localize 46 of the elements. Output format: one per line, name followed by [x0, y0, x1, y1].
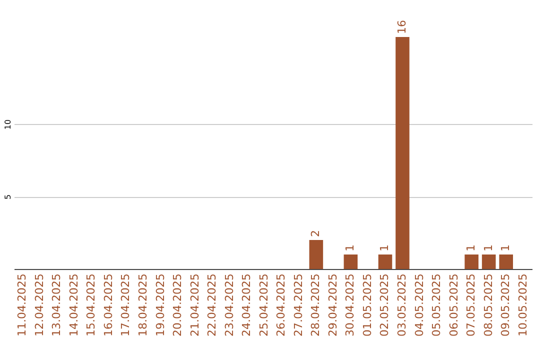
x-tick-label: 28.04.2025	[309, 274, 322, 336]
x-tick-label: 26.04.2025	[274, 274, 288, 336]
x-tick-label: 25.04.2025	[257, 274, 270, 336]
bar	[309, 240, 324, 269]
x-tick-label: 07.05.2025	[464, 274, 478, 336]
x-tick-label: 19.04.2025	[154, 274, 167, 336]
x-tick-label: 20.04.2025	[171, 274, 184, 336]
x-tick-label: 17.04.2025	[119, 274, 132, 336]
x-tick-label: 09.05.2025	[499, 274, 512, 336]
bar	[482, 254, 496, 269]
x-tick-label: 30.04.2025	[344, 274, 357, 336]
data-label: 1	[499, 244, 512, 252]
x-tick-label: 02.05.2025	[378, 274, 392, 336]
x-tick-label: 23.04.2025	[222, 274, 236, 336]
x-tick-label: 06.05.2025	[447, 274, 460, 336]
x-tick-label: 22.04.2025	[206, 274, 219, 336]
bar	[344, 254, 358, 269]
x-tick-label: 13.04.2025	[50, 274, 64, 336]
data-label: 1	[464, 244, 478, 252]
x-tick-label: 21.04.2025	[188, 274, 202, 336]
x-tick-label: 10.05.2025	[516, 274, 530, 336]
x-tick-label: 14.04.2025	[67, 274, 80, 336]
data-label: 16	[396, 20, 408, 34]
data-label: 1	[378, 244, 392, 252]
x-tick-label: 04.05.2025	[412, 274, 426, 336]
data-label: 2	[309, 230, 322, 237]
y-tick-label: 5	[4, 194, 12, 200]
bar	[396, 37, 410, 269]
bar	[499, 254, 514, 269]
x-tick-label: 08.05.2025	[482, 274, 495, 336]
bar	[464, 254, 478, 269]
x-tick-label: 15.04.2025	[84, 274, 98, 336]
x-tick-label: 11.04.2025	[16, 274, 29, 336]
x-tick-label: 29.04.2025	[326, 274, 340, 336]
y-tick-label: 10	[4, 119, 12, 130]
x-tick-label: 27.04.2025	[292, 274, 305, 336]
x-tick-label: 01.05.2025	[360, 274, 374, 336]
data-label: 1	[482, 244, 495, 252]
x-tick-label: 16.04.2025	[102, 274, 115, 336]
data-label: 1	[344, 244, 357, 252]
bar	[378, 254, 392, 269]
x-tick-label: 03.05.2025	[396, 274, 408, 336]
x-tick-label: 18.04.2025	[136, 274, 150, 336]
x-tick-label: 12.04.2025	[32, 274, 46, 336]
x-tick-label: 24.04.2025	[240, 274, 254, 336]
x-tick-label: 05.05.2025	[430, 274, 444, 336]
